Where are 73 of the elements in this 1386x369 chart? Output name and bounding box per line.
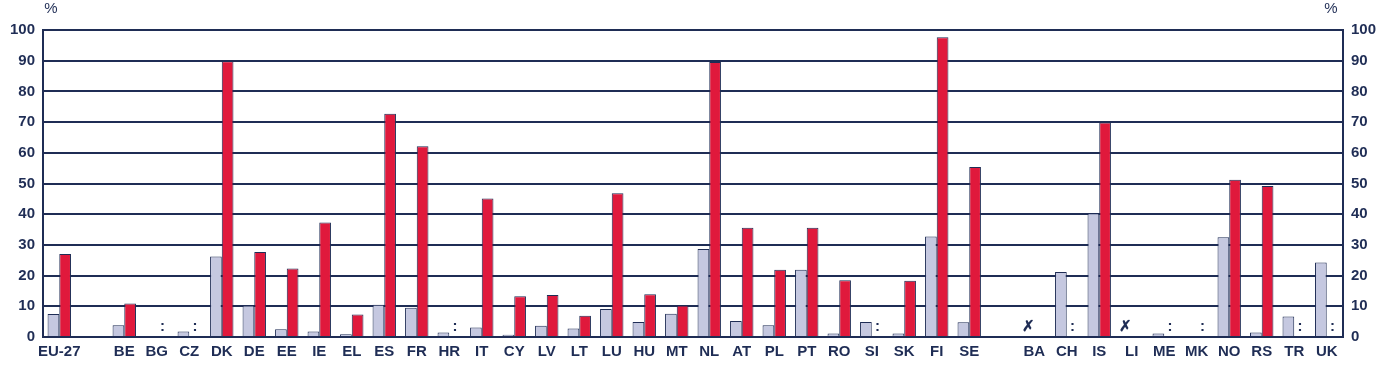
y-tick-label: 100 — [10, 20, 36, 38]
x-tick-label: TR — [1284, 342, 1305, 360]
y2-tick-label: 10 — [1350, 296, 1368, 314]
y-tick-label: 50 — [18, 173, 36, 191]
x-tick-label: LV — [537, 342, 556, 360]
text: ✗ — [1119, 316, 1133, 334]
x-tick-label: LI — [1125, 342, 1139, 360]
y-tick-label: 70 — [18, 112, 36, 130]
y2-tick-label: 30 — [1350, 235, 1368, 253]
y-tick-label: 20 — [18, 265, 36, 283]
text: ✗ — [1021, 316, 1035, 334]
text: : — [160, 316, 166, 334]
text: : — [1297, 316, 1303, 334]
x-tick-label: IE — [312, 342, 327, 360]
y2-tick-label: 20 — [1350, 265, 1368, 283]
y2-tick-label: 100 — [1350, 20, 1376, 38]
y-tick-label: 0 — [26, 327, 36, 345]
x-tick-label: HU — [633, 342, 656, 360]
x-tick-label: ES — [374, 342, 395, 360]
x-tick-label: NL — [699, 342, 720, 360]
x-tick-label: FR — [406, 342, 427, 360]
x-tick-label: IS — [1092, 342, 1107, 360]
x-tick-label: BE — [113, 342, 135, 360]
x-tick-label: CZ — [179, 342, 200, 360]
y2-tick-label: 60 — [1350, 142, 1368, 160]
x-tick-label: SI — [864, 342, 879, 360]
x-tick-label: LU — [601, 342, 622, 360]
x-tick-label: LT — [570, 342, 588, 360]
y2-tick-label: 40 — [1350, 204, 1368, 222]
x-tick-label: ME — [1152, 342, 1176, 360]
text: : — [1200, 316, 1206, 334]
x-tick-label: DE — [243, 342, 265, 360]
x-tick-label: SE — [959, 342, 980, 360]
x-tick-label: HR — [438, 342, 461, 360]
y-tick-label: 60 — [18, 142, 36, 160]
text: : — [875, 316, 881, 334]
y-tick-label: 80 — [18, 81, 36, 99]
text: : — [1070, 316, 1076, 334]
y-tick-label: 30 — [18, 235, 36, 253]
x-tick-label: MK — [1185, 342, 1209, 360]
x-tick-label: BA — [1023, 342, 1046, 360]
x-tick-label: PL — [764, 342, 784, 360]
x-tick-label: NO — [1217, 342, 1241, 360]
y2-tick-label: 50 — [1350, 173, 1368, 191]
y2-tick-label: 80 — [1350, 81, 1368, 99]
y2-tick-label: 70 — [1350, 112, 1368, 130]
text: : — [452, 316, 458, 334]
text: : — [1330, 316, 1336, 334]
x-tick-label: AT — [732, 342, 752, 360]
x-tick-label: RO — [827, 342, 851, 360]
x-tick-label: SK — [893, 342, 915, 360]
x-tick-label: EU-27 — [38, 342, 81, 360]
y-tick-label: 10 — [18, 296, 36, 314]
x-tick-label: EE — [276, 342, 297, 360]
x-tick-label: UK — [1315, 342, 1338, 360]
x-tick-label: CY — [503, 342, 525, 360]
y2-axis-title: % — [1324, 0, 1338, 16]
text: : — [1167, 316, 1173, 334]
y-tick-label: 40 — [18, 204, 36, 222]
y2-tick-label: 90 — [1350, 50, 1368, 68]
y2-tick-label: 0 — [1350, 327, 1360, 345]
y-tick-label: 90 — [18, 50, 36, 68]
text: : — [192, 316, 198, 334]
x-tick-label: MT — [665, 342, 688, 360]
y-axis-title: % — [44, 0, 58, 16]
x-tick-label: EL — [342, 342, 362, 360]
x-tick-label: DK — [210, 342, 233, 360]
x-tick-label: CH — [1055, 342, 1078, 360]
x-tick-label: BG — [145, 342, 169, 360]
x-tick-label: IT — [475, 342, 489, 360]
x-tick-label: FI — [930, 342, 944, 360]
x-tick-label: PT — [797, 342, 817, 360]
x-tick-label: RS — [1251, 342, 1273, 360]
